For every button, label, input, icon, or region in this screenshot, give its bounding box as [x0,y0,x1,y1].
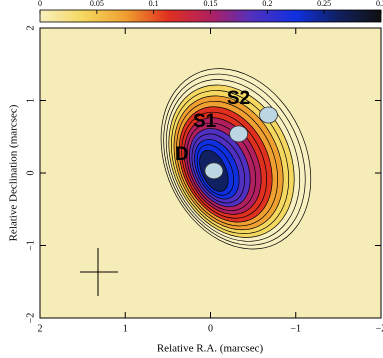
component-label: D [175,144,189,165]
component-marker [205,163,223,179]
component-label: S1 [193,111,217,132]
x-tick-label: −1 [290,323,301,334]
x-axis-label: Relative R.A. (marcsec) [157,343,264,355]
y-tick-label: −1 [25,240,36,251]
y-tick-label: 2 [25,26,36,31]
x-tick-label: −2 [376,323,383,334]
colorbar-tick-label: 0.15 [204,0,218,8]
component-marker [230,126,248,142]
colorbar-tick-label: 0.25 [317,0,331,8]
component-marker [259,107,277,123]
colorbar-tick-label: 0.05 [90,0,104,8]
colorbar-tick-label: 0.2 [262,0,272,8]
component-label: S2 [227,88,250,109]
x-tick-label: 2 [38,323,43,334]
chart: Relative R.A. (marcsec) Relative Declina… [0,0,383,358]
y-tick-label: 0 [25,171,36,176]
x-tick-label: 1 [123,323,128,334]
colorbar-tick-label: 0.3 [376,0,383,8]
y-tick-label: −2 [25,313,36,324]
x-tick-label: 0 [208,323,213,334]
y-axis-label: Relative Declination (marcsec) [8,104,20,241]
y-tick-label: 1 [25,98,36,103]
colorbar-tick-label: 0 [38,0,42,8]
colorbar-tick-label: 0.1 [149,0,159,8]
